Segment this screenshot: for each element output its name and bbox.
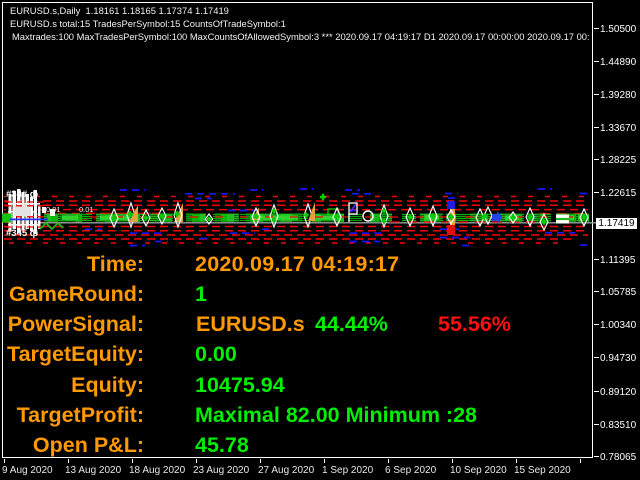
svg-text:#345 ф: #345 ф xyxy=(6,228,38,239)
svg-text:0.01: 0.01 xyxy=(46,205,61,214)
svg-text:#34# ф: #34# ф xyxy=(6,189,38,200)
svg-text:0.01: 0.01 xyxy=(79,205,94,214)
